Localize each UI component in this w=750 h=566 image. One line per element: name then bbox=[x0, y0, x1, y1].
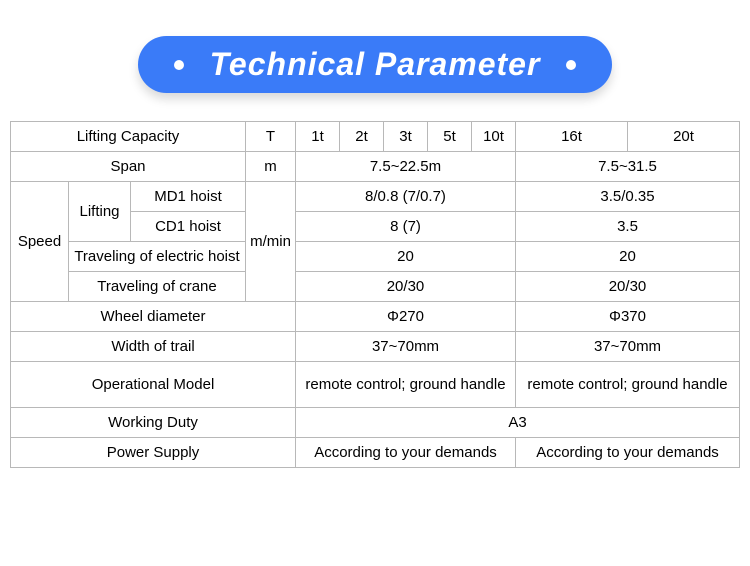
value-cell: 3.5/0.35 bbox=[516, 182, 740, 212]
row-label: Lifting Capacity bbox=[11, 122, 246, 152]
table-row: Operational Model remote control; ground… bbox=[11, 362, 740, 408]
row-label: Speed bbox=[11, 182, 69, 302]
value-cell: 5t bbox=[428, 122, 472, 152]
page-title: Technical Parameter bbox=[210, 46, 541, 83]
row-label: Width of trail bbox=[11, 332, 296, 362]
table-row: Span m 7.5~22.5m 7.5~31.5 bbox=[11, 152, 740, 182]
value-cell: 37~70mm bbox=[296, 332, 516, 362]
table-row: Power Supply According to your demands A… bbox=[11, 438, 740, 468]
value-cell: A3 bbox=[296, 408, 740, 438]
value-cell: Φ370 bbox=[516, 302, 740, 332]
title-pill: Technical Parameter bbox=[138, 36, 613, 93]
value-cell: 8/0.8 (7/0.7) bbox=[296, 182, 516, 212]
row-label: Operational Model bbox=[11, 362, 296, 408]
row-label: Span bbox=[11, 152, 246, 182]
table-row: Lifting Capacity T 1t 2t 3t 5t 10t 16t 2… bbox=[11, 122, 740, 152]
value-cell: 16t bbox=[516, 122, 628, 152]
row-sublabel: Traveling of crane bbox=[69, 272, 246, 302]
row-sublabel: Traveling of electric hoist bbox=[69, 242, 246, 272]
dot-right-icon bbox=[566, 60, 576, 70]
row-label: Working Duty bbox=[11, 408, 296, 438]
dot-left-icon bbox=[174, 60, 184, 70]
unit-cell: T bbox=[246, 122, 296, 152]
value-cell: 20/30 bbox=[516, 272, 740, 302]
value-cell: According to your demands bbox=[516, 438, 740, 468]
row-sublabel: MD1 hoist bbox=[131, 182, 246, 212]
value-cell: 8 (7) bbox=[296, 212, 516, 242]
value-cell: 1t bbox=[296, 122, 340, 152]
value-cell: 2t bbox=[340, 122, 384, 152]
table-row: Traveling of crane 20/30 20/30 bbox=[11, 272, 740, 302]
value-cell: remote control; ground handle bbox=[516, 362, 740, 408]
table-row: Speed Lifting MD1 hoist m/min 8/0.8 (7/0… bbox=[11, 182, 740, 212]
parameter-table: Lifting Capacity T 1t 2t 3t 5t 10t 16t 2… bbox=[10, 121, 740, 468]
value-cell: 7.5~31.5 bbox=[516, 152, 740, 182]
value-cell: 20t bbox=[628, 122, 740, 152]
row-sublabel: Lifting bbox=[69, 182, 131, 242]
table-row: Working Duty A3 bbox=[11, 408, 740, 438]
value-cell: 10t bbox=[472, 122, 516, 152]
header: Technical Parameter bbox=[0, 0, 750, 121]
value-cell: 20/30 bbox=[296, 272, 516, 302]
value-cell: remote control; ground handle bbox=[296, 362, 516, 408]
table-row: Traveling of electric hoist 20 20 bbox=[11, 242, 740, 272]
value-cell: 37~70mm bbox=[516, 332, 740, 362]
table-row: Width of trail 37~70mm 37~70mm bbox=[11, 332, 740, 362]
value-cell: 3.5 bbox=[516, 212, 740, 242]
value-cell: 3t bbox=[384, 122, 428, 152]
row-label: Power Supply bbox=[11, 438, 296, 468]
row-label: Wheel diameter bbox=[11, 302, 296, 332]
table-row: Wheel diameter Φ270 Φ370 bbox=[11, 302, 740, 332]
value-cell: 7.5~22.5m bbox=[296, 152, 516, 182]
value-cell: Φ270 bbox=[296, 302, 516, 332]
value-cell: According to your demands bbox=[296, 438, 516, 468]
value-cell: 20 bbox=[516, 242, 740, 272]
unit-cell: m bbox=[246, 152, 296, 182]
unit-cell: m/min bbox=[246, 182, 296, 302]
value-cell: 20 bbox=[296, 242, 516, 272]
row-sublabel: CD1 hoist bbox=[131, 212, 246, 242]
